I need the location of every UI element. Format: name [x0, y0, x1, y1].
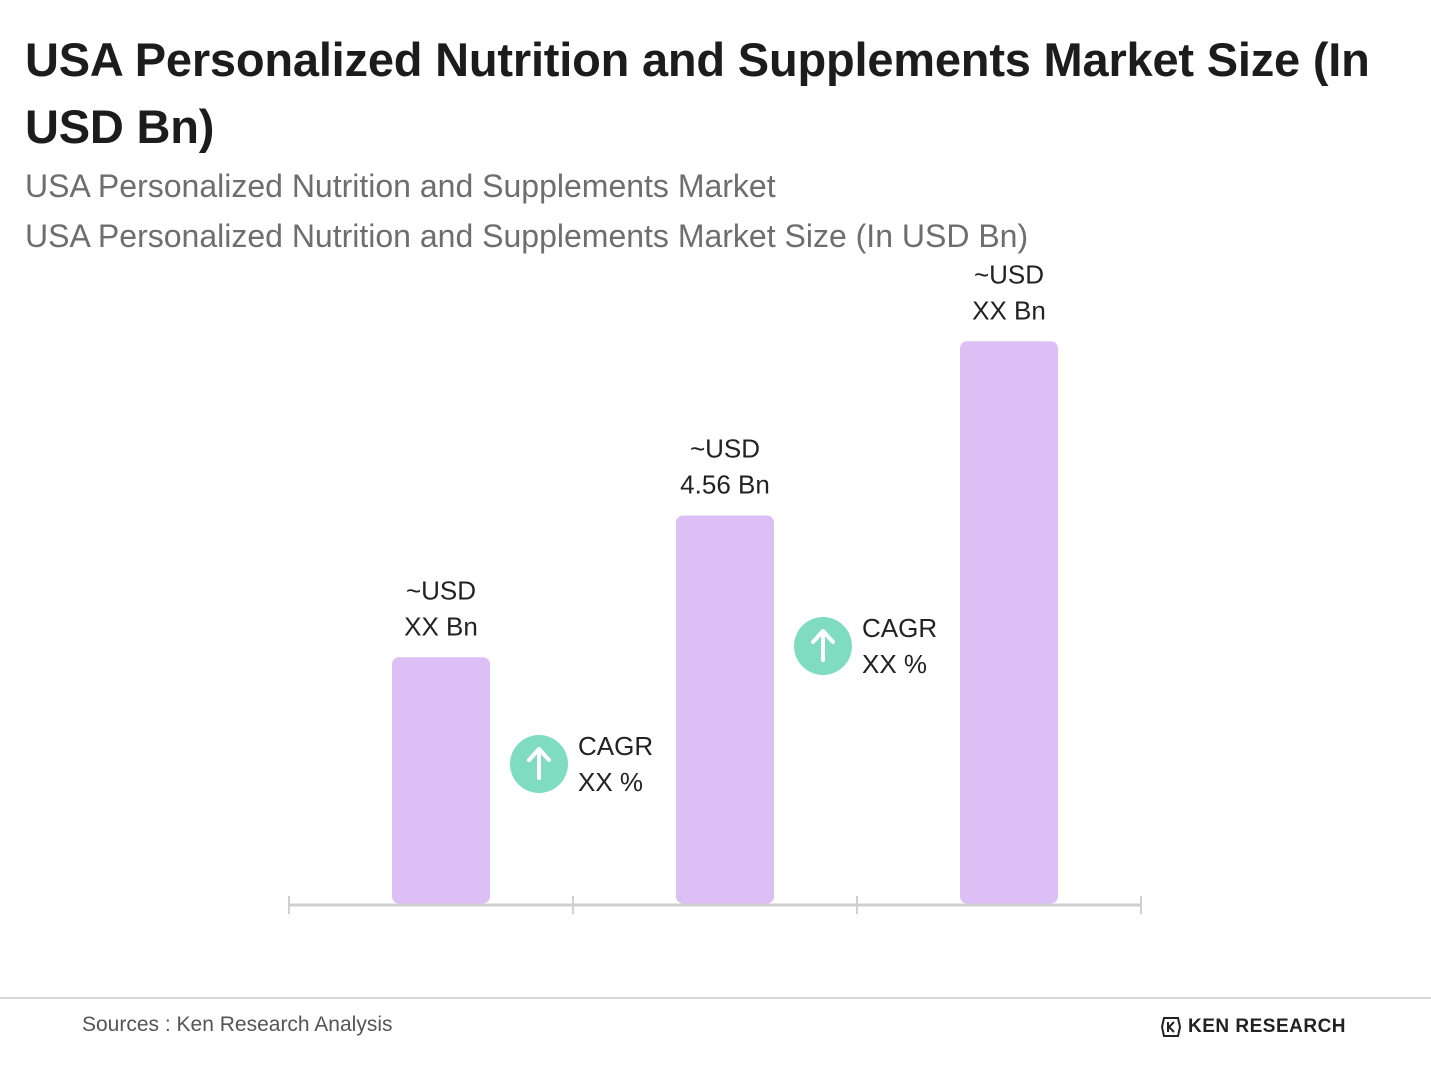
arrow-up-icon-head	[811, 629, 835, 644]
bar	[676, 515, 774, 904]
bar-value-label: ~USD	[690, 434, 760, 464]
footer-divider	[0, 997, 1431, 999]
bar-value-label: XX Bn	[972, 295, 1046, 325]
bar-value-label: XX Bn	[404, 611, 478, 641]
cagr-label: XX %	[862, 649, 927, 679]
brand-name: KEN RESEARCH	[1188, 1016, 1347, 1037]
bar	[392, 657, 490, 904]
bar-value-label: 4.56 Bn	[680, 470, 770, 500]
chart-title: USA Personalized Nutrition and Supplemen…	[25, 33, 1370, 153]
ken-research-logo-icon	[1160, 1017, 1182, 1037]
arrow-up-icon-head	[527, 747, 551, 762]
cagr-label: XX %	[578, 767, 643, 797]
cagr-label: CAGR	[578, 731, 653, 761]
source-note: Sources : Ken Research Analysis	[82, 1013, 393, 1036]
bar-value-label: ~USD	[406, 575, 476, 605]
bar-value-label: ~USD	[974, 259, 1044, 289]
chart-subtitle-secondary: USA Personalized Nutrition and Supplemen…	[25, 218, 1029, 254]
cagr-label: CAGR	[862, 613, 937, 643]
brand-logo: KEN RESEARCH	[1160, 1016, 1346, 1038]
chart-subtitle: USA Personalized Nutrition and Supplemen…	[25, 168, 776, 204]
bar	[960, 341, 1058, 904]
